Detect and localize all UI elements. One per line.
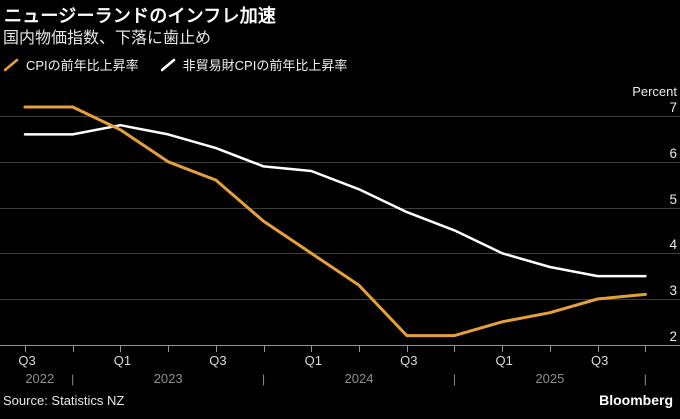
svg-text:Q3: Q3: [209, 353, 226, 368]
white-slash-icon: [160, 58, 175, 71]
svg-text:2023: 2023: [154, 371, 183, 386]
x-quarter-labels: Q3 Q1 Q3 Q1 Q3 Q1 Q3: [18, 353, 608, 368]
svg-text:2: 2: [669, 329, 677, 344]
cpi-yoy-line: [23, 105, 647, 338]
svg-text:Q3: Q3: [591, 353, 608, 368]
svg-text:6: 6: [669, 146, 677, 161]
svg-text:Q1: Q1: [114, 353, 131, 368]
chart-title: ニュージーランドのインフレ加速: [4, 6, 277, 26]
svg-text:Q1: Q1: [496, 353, 513, 368]
source-note: Source: Statistics NZ: [3, 393, 125, 408]
legend: CPIの前年比上昇率 非貿易財CPIの前年比上昇率: [4, 55, 347, 74]
svg-text:|: |: [644, 372, 647, 386]
legend-label-cpi: CPIの前年比上昇率: [26, 58, 139, 73]
x-year-labels: 2022 2023 2024 2025 | | | |: [25, 371, 647, 386]
y-axis-unit-label: Percent: [632, 84, 677, 99]
svg-text:2025: 2025: [535, 371, 564, 386]
legend-item-cpi: CPIの前年比上昇率: [4, 55, 139, 74]
svg-text:|: |: [262, 372, 265, 386]
svg-text:|: |: [71, 372, 74, 386]
y-gridlines: [0, 116, 680, 300]
y-tick-labels: 2 3 4 5 6 7: [669, 100, 677, 344]
svg-text:3: 3: [669, 283, 677, 298]
svg-text:|: |: [453, 372, 456, 386]
svg-text:Q1: Q1: [305, 353, 322, 368]
svg-text:Q3: Q3: [400, 353, 417, 368]
svg-text:7: 7: [669, 100, 677, 115]
svg-text:4: 4: [669, 237, 677, 252]
svg-text:Q3: Q3: [18, 353, 35, 368]
x-axis: [0, 345, 680, 352]
legend-label-non-tradable-cpi: 非貿易財CPIの前年比上昇率: [182, 58, 348, 73]
chart-subtitle: 国内物価指数、下落に歯止め: [3, 30, 212, 47]
non-tradable-cpi-yoy-line: [23, 123, 647, 278]
bloomberg-logo: Bloomberg: [599, 392, 673, 408]
svg-text:2022: 2022: [25, 371, 54, 386]
orange-slash-icon: [4, 58, 19, 71]
legend-item-non-tradable-cpi: 非貿易財CPIの前年比上昇率: [160, 55, 348, 74]
svg-text:5: 5: [669, 192, 677, 207]
svg-text:2024: 2024: [345, 371, 374, 386]
